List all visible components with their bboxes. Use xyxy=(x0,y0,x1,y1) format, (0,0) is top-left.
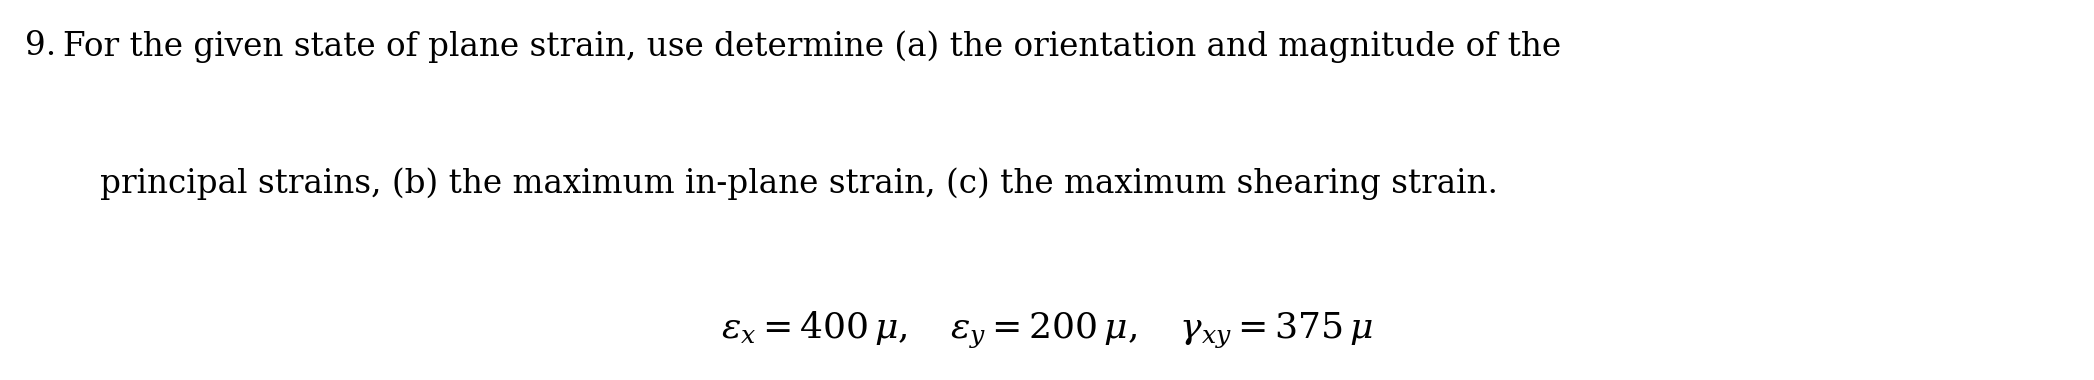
Text: $\varepsilon_x = 400\,\mu,$   $\varepsilon_y = 200\,\mu,$   $\gamma_{xy} = 375\,: $\varepsilon_x = 400\,\mu,$ $\varepsilon… xyxy=(720,309,1374,350)
Text: For the given state of plane strain, use determine (a) the orientation and magni: For the given state of plane strain, use… xyxy=(63,30,1560,63)
Text: 9.: 9. xyxy=(25,30,57,62)
Text: principal strains, (b) the maximum in-plane strain, (c) the maximum shearing str: principal strains, (b) the maximum in-pl… xyxy=(101,168,1497,200)
